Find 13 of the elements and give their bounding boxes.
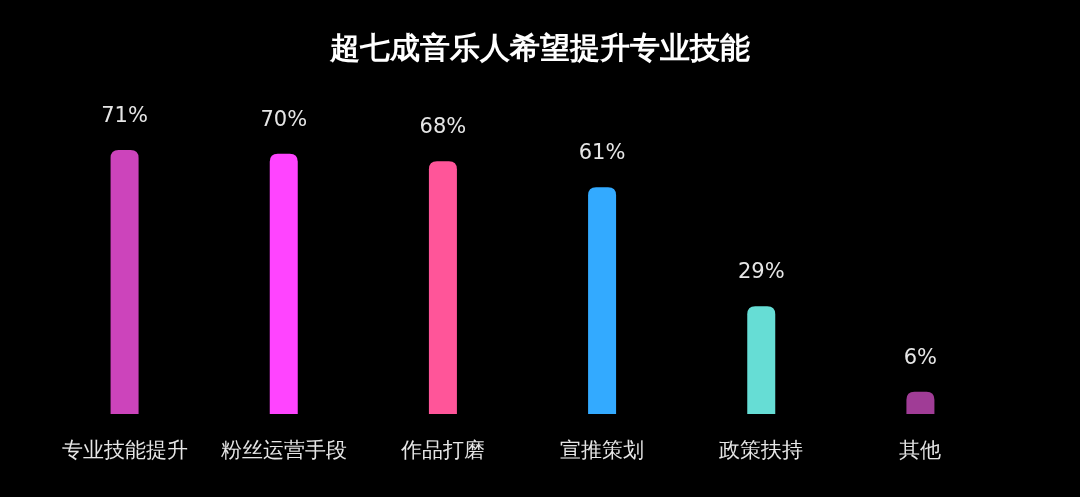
data-label: 70% xyxy=(260,106,308,131)
data-label: 29% xyxy=(737,259,785,284)
x-tick-label: 粉丝运营手段 xyxy=(220,438,347,462)
chart-title: 超七成音乐人希望提升专业技能 xyxy=(329,30,750,65)
data-label: 6% xyxy=(903,344,938,369)
x-tick-label: 作品打磨 xyxy=(399,438,485,462)
x-tick-label: 政策扶持 xyxy=(719,438,804,462)
data-label: 61% xyxy=(578,140,626,165)
x-tick-label: 专业技能提升 xyxy=(61,438,188,462)
data-label: 68% xyxy=(419,114,467,139)
data-label: 71% xyxy=(101,103,148,127)
x-tick-label: 其他 xyxy=(899,438,942,462)
x-tick-label: 宣推策划 xyxy=(560,438,645,462)
